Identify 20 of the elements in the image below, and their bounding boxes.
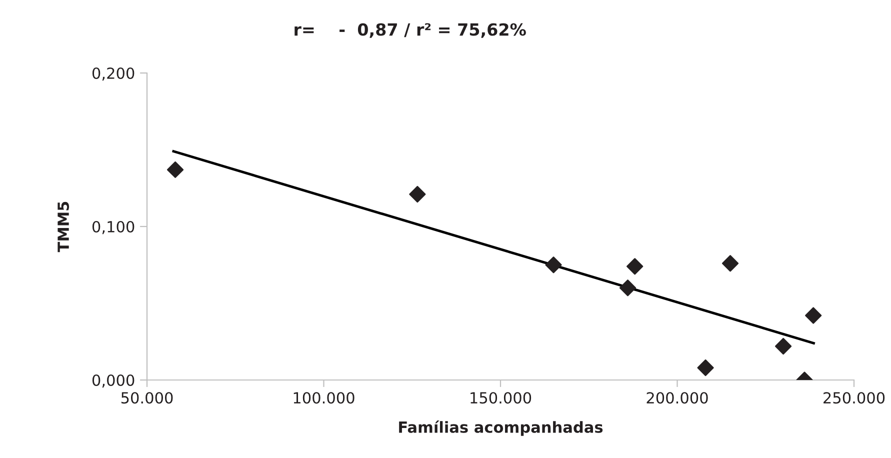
point bbox=[697, 359, 714, 376]
y-tick-label: 0,000 bbox=[92, 374, 134, 388]
x-tick-label: 150.000 bbox=[470, 392, 532, 404]
point bbox=[409, 186, 426, 203]
point bbox=[619, 280, 636, 296]
y-axis-title: TMM5 bbox=[58, 202, 70, 252]
x-axis-title: Famílias acompanhadas bbox=[399, 420, 603, 436]
point bbox=[805, 307, 822, 324]
chart-title: r= - 0,87 / r² = 75,62% bbox=[294, 23, 526, 38]
point bbox=[722, 255, 739, 272]
point bbox=[545, 256, 562, 274]
point bbox=[626, 258, 644, 275]
point bbox=[775, 338, 792, 355]
x-tick-label: 200.000 bbox=[646, 392, 708, 404]
y-tick-label: 0,100 bbox=[92, 220, 134, 234]
x-tick-label: 100.000 bbox=[294, 392, 354, 404]
y-tick-label: 0,200 bbox=[92, 67, 134, 81]
point bbox=[166, 161, 184, 178]
x-tick-label: 250.000 bbox=[824, 392, 885, 404]
x-tick-label: 50.000 bbox=[121, 392, 173, 404]
